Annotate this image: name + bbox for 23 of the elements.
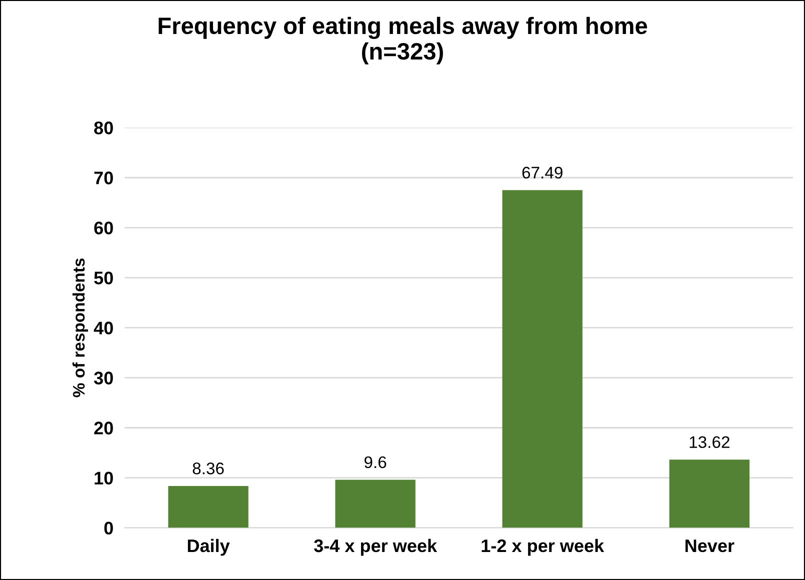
y-tick-label: 30 (94, 372, 113, 384)
chart-title: Frequency of eating meals away from home (n=323) (158, 16, 648, 64)
y-tick-label: 80 (94, 122, 113, 134)
bar (502, 190, 582, 528)
y-tick-label: 40 (94, 322, 113, 334)
x-tick-label: Never (686, 540, 734, 552)
data-label: 67.49 (522, 166, 562, 179)
x-tick-label: 1-2 x per week (482, 538, 604, 556)
y-tick-label: 60 (94, 222, 113, 234)
y-tick-label: 50 (94, 272, 113, 284)
data-label: 9.6 (364, 456, 386, 468)
bar (669, 460, 750, 528)
bar (168, 486, 248, 528)
data-label: 13.62 (690, 436, 730, 448)
y-axis-title: % of respondents (72, 258, 88, 398)
x-tick-label: 3-4 x per week (314, 538, 438, 556)
y-tick-label: 70 (94, 172, 113, 184)
data-label: 8.36 (192, 462, 224, 474)
y-tick-label: 0 (104, 522, 113, 535)
x-tick-label: Daily (188, 538, 230, 556)
y-tick-label: 20 (94, 422, 113, 434)
bar (335, 480, 416, 528)
y-tick-label: 10 (94, 472, 113, 484)
